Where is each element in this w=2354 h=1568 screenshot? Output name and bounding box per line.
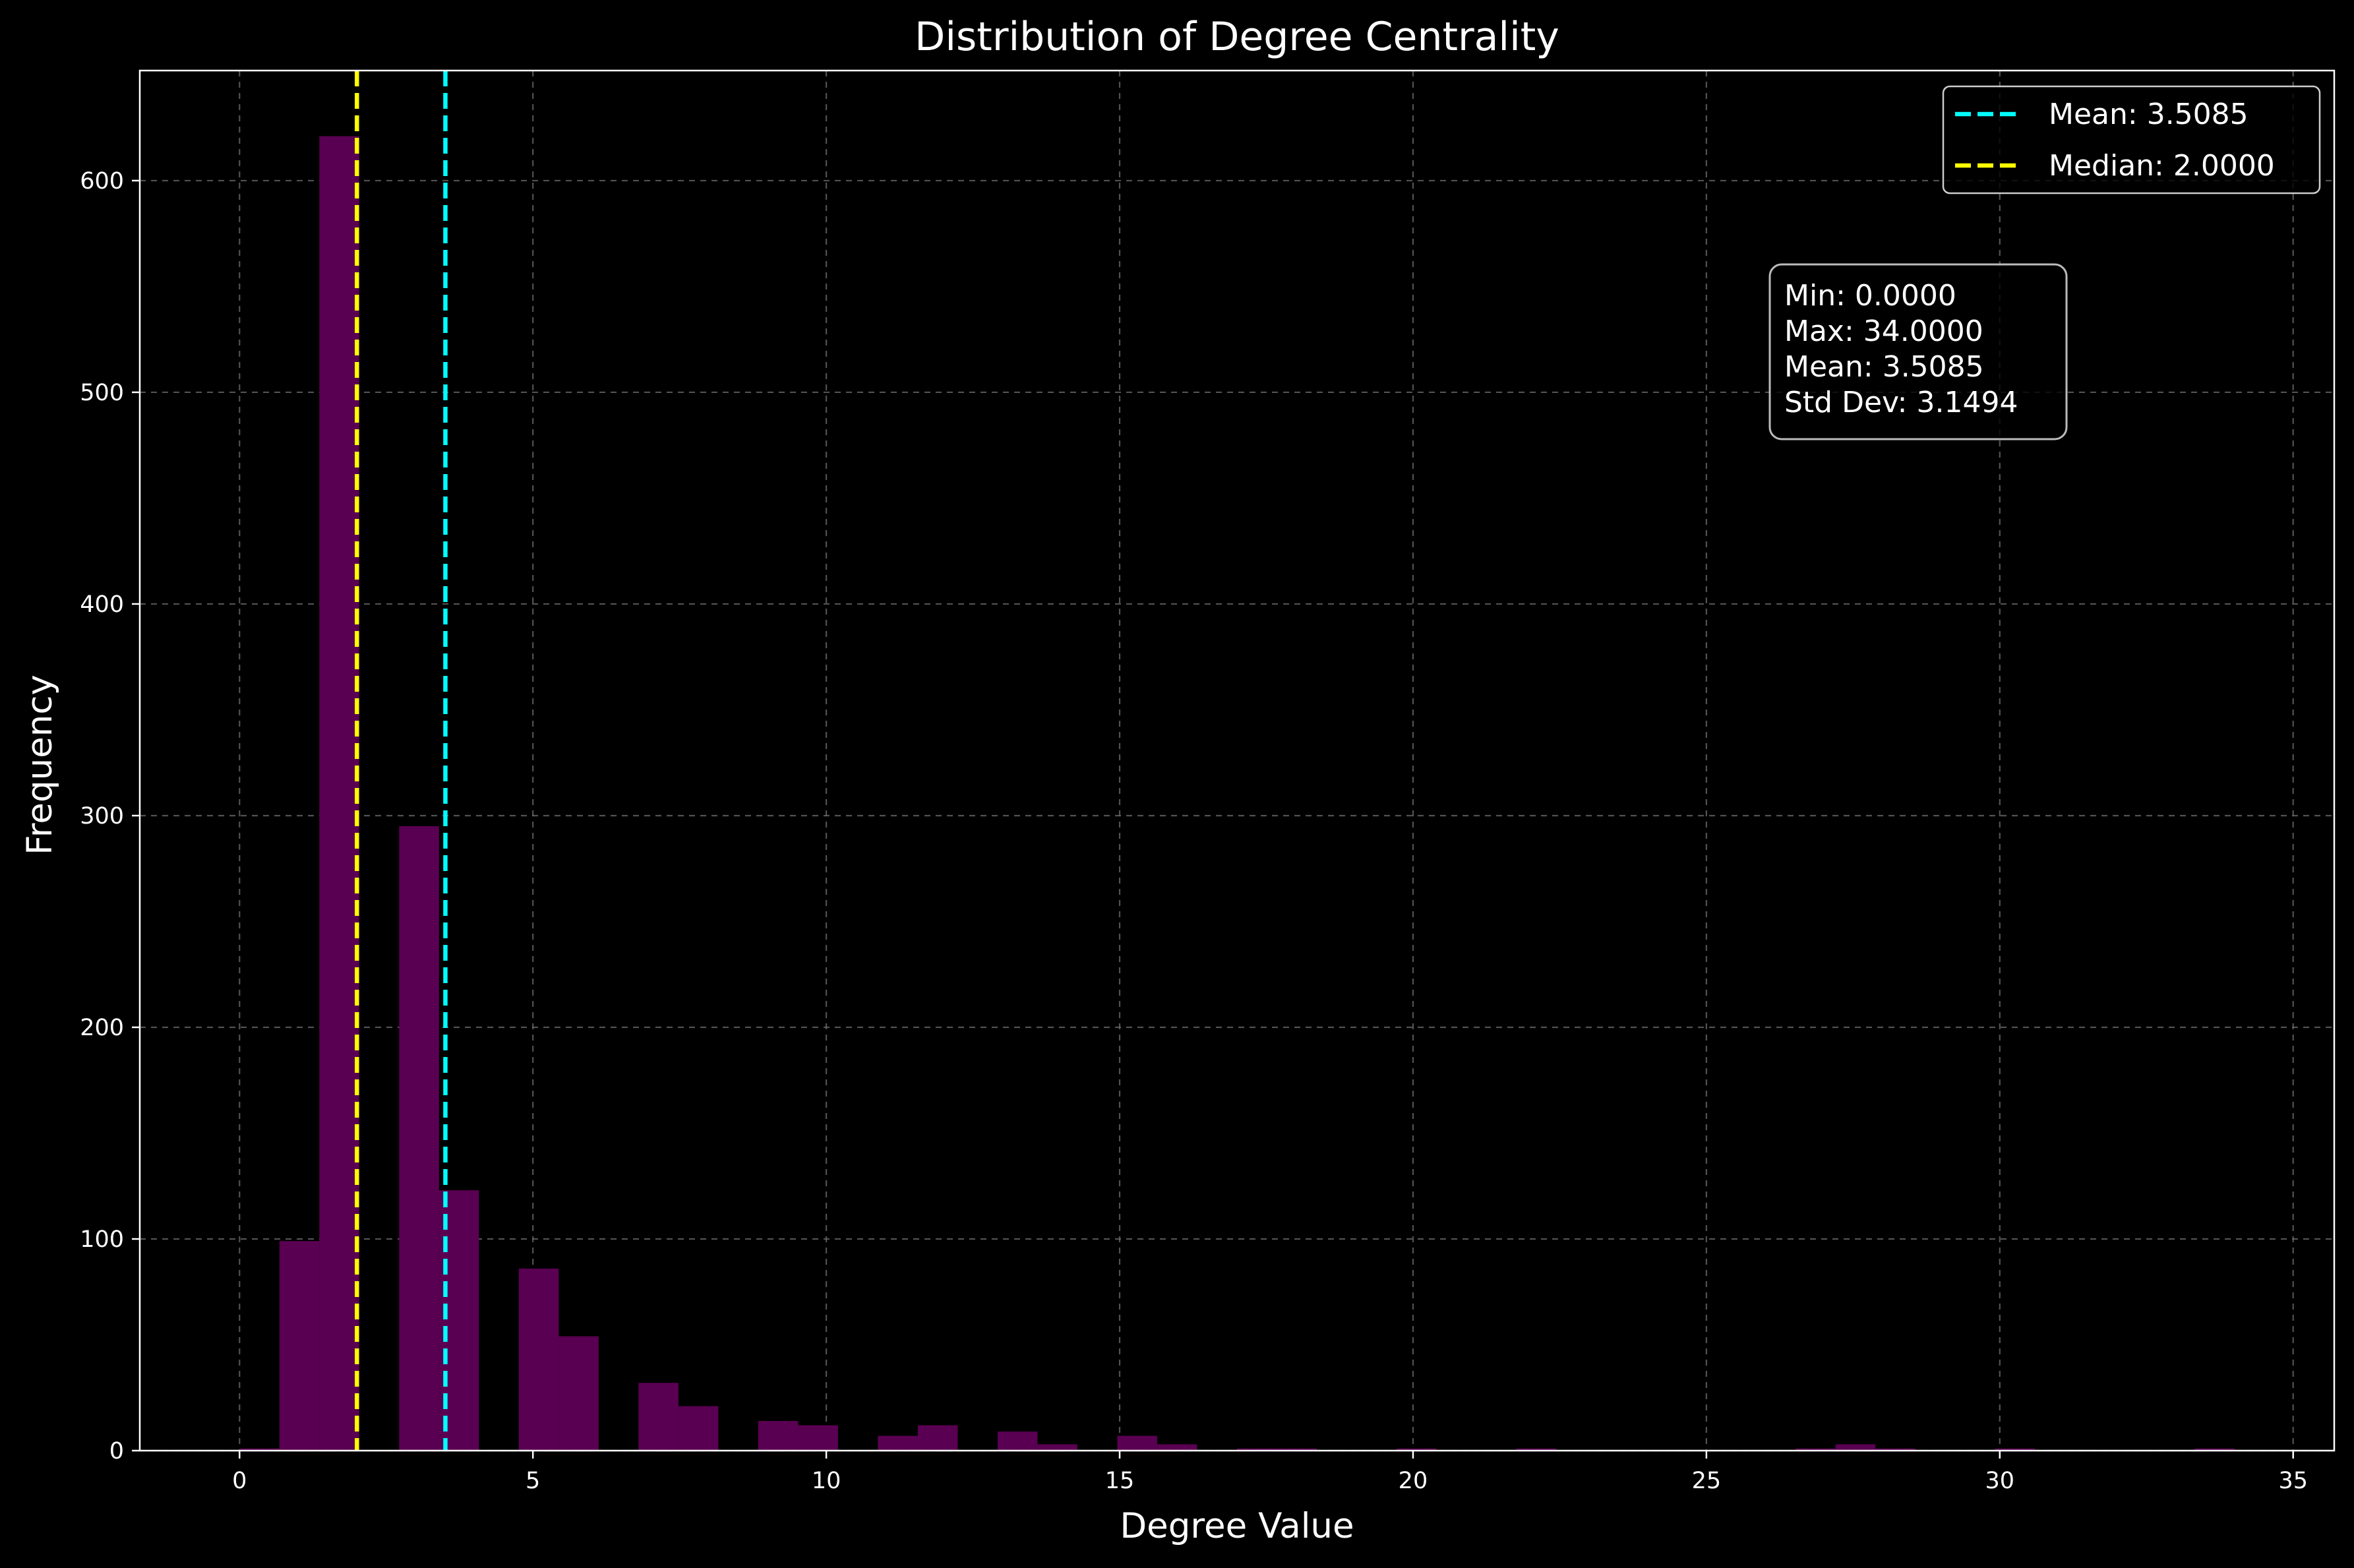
histogram-bar (2194, 1448, 2235, 1451)
histogram-bar (997, 1432, 1038, 1451)
histogram-bar (1397, 1448, 1437, 1451)
x-tick-label: 15 (1105, 1468, 1135, 1494)
histogram-bar (1835, 1444, 1876, 1451)
histogram-bar (279, 1241, 320, 1451)
histogram-bar (917, 1425, 958, 1451)
stats-line: Std Dev: 3.1494 (1784, 386, 2018, 419)
histogram-bar (1796, 1448, 1836, 1451)
stats-box-frame (1768, 263, 2068, 440)
x-axis-label: Degree Value (1120, 1506, 1354, 1546)
histogram-bar (1516, 1448, 1557, 1451)
histogram-bar (319, 136, 359, 1451)
x-tick-label: 10 (812, 1468, 841, 1494)
legend: Mean: 3.5085 Median: 2.0000 (1942, 85, 2321, 195)
histogram-bar (1037, 1444, 1077, 1451)
histogram-bar (1117, 1435, 1157, 1451)
y-tick-label: 300 (80, 803, 124, 829)
y-tick-label: 200 (80, 1015, 124, 1041)
y-axis-label: Frequency (20, 675, 60, 855)
histogram-bar (558, 1336, 599, 1451)
legend-label: Median: 2.0000 (2049, 149, 2275, 183)
histogram-bar (1995, 1448, 2036, 1451)
histogram-bar (239, 1448, 280, 1451)
histogram-bar (399, 826, 439, 1451)
x-tick-label: 35 (2278, 1468, 2308, 1494)
stats-line: Max: 34.0000 (1784, 315, 1983, 348)
legend-label: Mean: 3.5085 (2049, 98, 2248, 131)
legend-box (1942, 85, 2321, 195)
stats-line: Min: 0.0000 (1784, 279, 1956, 313)
y-tick-label: 100 (80, 1226, 124, 1253)
ticks: 0 5 10 15 20 25 30 35 0 100 200 300 400 500 600 (80, 168, 2308, 1494)
histogram-bar (638, 1383, 679, 1451)
plot-frame (138, 69, 2336, 1452)
stats-line: Mean: 3.5085 (1784, 350, 1984, 384)
histogram-bar (878, 1435, 918, 1451)
histogram-bar (1277, 1448, 1317, 1451)
histogram-bar (758, 1421, 799, 1451)
histogram-bar (518, 1268, 559, 1451)
histogram-bar (1875, 1448, 1916, 1451)
x-tick-label: 25 (1692, 1468, 1722, 1494)
x-tick-label: 20 (1399, 1468, 1428, 1494)
reference-lines (354, 71, 448, 1451)
bars (239, 136, 2235, 1451)
chart-title: Distribution of Degree Centrality (915, 14, 1559, 60)
x-tick-label: 5 (526, 1468, 540, 1494)
histogram-bar (678, 1406, 719, 1451)
y-tick-label: 0 (109, 1438, 124, 1464)
y-tick-label: 600 (80, 168, 124, 195)
y-tick-label: 400 (80, 591, 124, 618)
histogram-bar (1237, 1448, 1277, 1451)
histogram-bar (798, 1425, 838, 1451)
axes (138, 69, 2336, 1452)
y-tick-label: 500 (80, 380, 124, 406)
x-tick-label: 0 (232, 1468, 247, 1494)
histogram-bar (1157, 1444, 1197, 1451)
x-tick-label: 30 (1985, 1468, 2015, 1494)
